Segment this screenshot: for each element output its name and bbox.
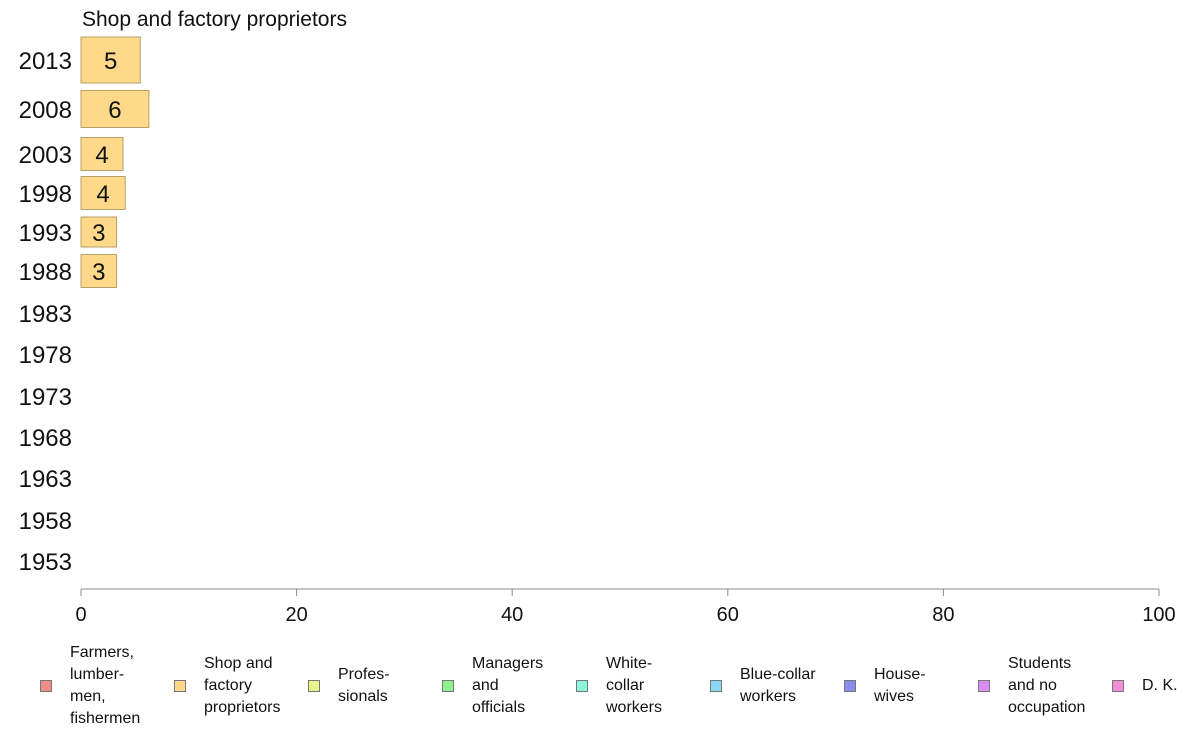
legend-label: Managers and officials [472,655,544,716]
x-axis: 0 20 40 60 80 100 [75,588,1176,626]
legend-item: Shop and factory proprietors [174,646,280,726]
x-tick-label: 20 [285,604,307,626]
legend-swatch [174,680,186,692]
data-label: 6 [108,97,121,124]
x-tick-label: 100 [1142,604,1175,626]
legend-item: Students and no occupation [978,646,1085,726]
legend-label: White- collar workers [606,655,663,716]
legend: Farmers, lumber- men, fishermen Shop and … [40,644,1188,732]
legend-item: Blue-collar workers [710,646,816,726]
data-label: 5 [104,48,117,75]
legend-label: Students and no occupation [1008,655,1086,716]
legend-swatch [978,680,990,692]
y-tick-label: 1953 [19,549,72,576]
legend-swatch [442,680,454,692]
data-label: 4 [95,142,108,169]
legend-item: D. K. [1112,646,1178,726]
y-tick-label: 2008 [19,97,72,124]
data-label: 4 [96,181,109,208]
chart-title: Shop and factory proprietors [82,8,347,31]
y-tick-label: 1968 [19,425,72,452]
bar [80,176,126,210]
data-label: 3 [92,220,105,247]
legend-label: House- wives [874,666,926,705]
legend-item: House- wives [844,646,926,726]
y-tick-label: 1998 [19,181,72,208]
legend-item: Profes- sionals [308,646,390,726]
legend-label: Blue-collar workers [740,666,816,705]
legend-label: Profes- sionals [338,666,390,705]
bar [80,90,150,128]
y-tick-label: 1993 [19,220,72,247]
legend-swatch [710,680,722,692]
y-tick-label: 1958 [19,508,72,535]
bar [80,137,124,171]
legend-label: D. K. [1142,677,1178,694]
legend-swatch [1112,680,1124,692]
legend-item: Managers and officials [442,646,543,726]
y-tick-label: 1988 [19,259,72,286]
legend-label: Farmers, lumber- men, fishermen [70,644,141,727]
bar [80,36,141,84]
y-tick-label: 2003 [19,142,72,169]
y-tick-label: 2013 [19,48,72,75]
legend-item: White- collar workers [576,646,662,726]
y-axis-labels: 2013 2008 2003 1998 1993 1988 1983 1978 1973 1968… [19,48,72,576]
bar [80,254,118,288]
x-tick-label: 60 [717,604,739,626]
legend-swatch [844,680,856,692]
legend-swatch [576,680,588,692]
x-tick-label: 0 [75,604,86,626]
y-tick-label: 1963 [19,466,72,493]
y-tick-label: 1978 [19,342,72,369]
x-tick-label: 40 [501,604,523,626]
y-tick-label: 1973 [19,384,72,411]
legend-item: Farmers, lumber- men, fishermen [40,644,140,727]
bar [80,216,118,248]
x-tick-label: 80 [932,604,954,626]
data-label: 3 [92,259,105,286]
y-tick-label: 1983 [19,301,72,328]
legend-swatch [308,680,320,692]
legend-swatch [40,680,52,692]
legend-label: Shop and factory proprietors [204,655,281,716]
